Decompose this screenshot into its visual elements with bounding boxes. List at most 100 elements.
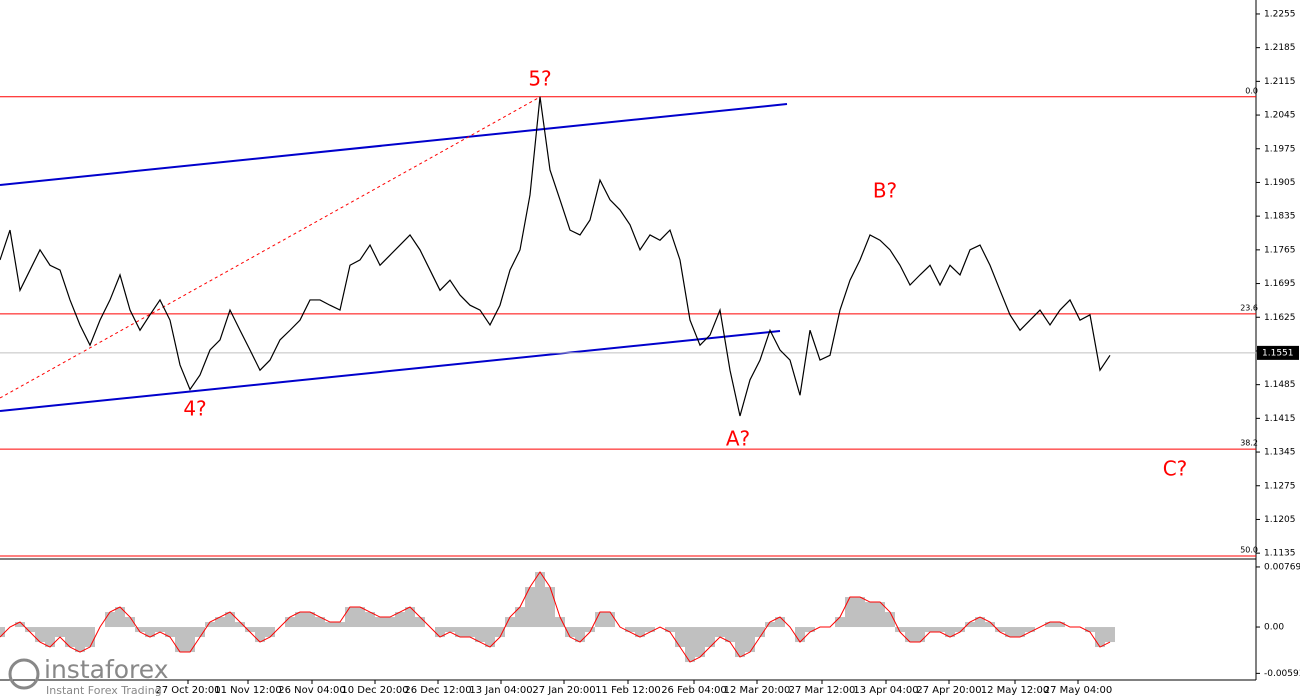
- oscillator-bar: [795, 627, 805, 643]
- oscillator-bar: [955, 627, 965, 633]
- oscillator-bar: [495, 627, 505, 638]
- oscillator-bar: [885, 612, 895, 628]
- oscillator-bar: [65, 627, 75, 648]
- y-tick-label: 0.00: [1264, 623, 1284, 633]
- oscillator-bar: [895, 627, 905, 633]
- x-tick-label: 10 Dec 20:00: [341, 685, 408, 696]
- wave-label: C?: [1163, 457, 1188, 481]
- oscillator-bar: [195, 627, 205, 638]
- fib-level-label: 38.2: [1240, 439, 1258, 448]
- oscillator-bar: [435, 627, 445, 638]
- x-tick-label: 27 May 04:00: [1044, 685, 1113, 696]
- x-tick-label: 26 Dec 12:00: [404, 685, 471, 696]
- oscillator-bar: [725, 627, 735, 643]
- oscillator-bar: [585, 627, 595, 633]
- oscillator-bar: [125, 617, 135, 628]
- oscillator-bar: [365, 612, 375, 628]
- oscillator-bar: [265, 627, 275, 638]
- oscillator-bar: [805, 627, 815, 633]
- oscillator-bar: [475, 627, 485, 643]
- oscillator-bar: [45, 627, 55, 648]
- oscillator-bar: [1095, 627, 1105, 648]
- x-tick-label: 27 Jan 20:00: [532, 685, 595, 696]
- fib-level-label: 23.6: [1240, 303, 1258, 312]
- oscillator-bar: [165, 627, 175, 638]
- oscillator-bar: [315, 617, 325, 628]
- fib-base-line: [0, 96, 541, 399]
- oscillator-bar: [155, 627, 165, 633]
- oscillator-bar: [215, 617, 225, 628]
- oscillator-bar: [75, 627, 85, 653]
- oscillator-bar: [775, 617, 785, 628]
- x-tick-label: 11 Nov 12:00: [214, 685, 281, 696]
- oscillator-bar: [735, 627, 745, 658]
- oscillator-bar: [645, 627, 655, 633]
- oscillator-bar: [135, 627, 145, 633]
- y-tick-label: 1.1135: [1264, 549, 1296, 559]
- oscillator-bar: [1015, 627, 1025, 638]
- oscillator-bar: [175, 627, 185, 653]
- oscillator-bar: [305, 612, 315, 628]
- y-tick-label: 1.2115: [1264, 77, 1296, 87]
- oscillator-bar: [865, 602, 875, 628]
- oscillator-bar: [235, 622, 245, 628]
- oscillator-bar: [1105, 627, 1115, 643]
- oscillator-bar: [145, 627, 155, 638]
- oscillator-bar: [625, 627, 635, 633]
- oscillator-bar: [965, 622, 975, 628]
- wave-label: 4?: [183, 397, 206, 421]
- oscillator-bar: [935, 627, 945, 633]
- oscillator-bar: [945, 627, 955, 638]
- y-tick-label: 1.1765: [1264, 245, 1296, 255]
- oscillator-bar: [485, 627, 495, 648]
- x-tick-label: 13 Apr 04:00: [853, 685, 918, 696]
- oscillator-bar: [695, 627, 705, 658]
- x-tick-label: 12 May 12:00: [981, 685, 1050, 696]
- oscillator-bar: [515, 607, 525, 628]
- oscillator-bar: [285, 617, 295, 628]
- oscillator-bar: [855, 597, 865, 628]
- oscillator-bar: [755, 627, 765, 638]
- x-tick-label: 13 Jan 04:00: [469, 685, 532, 696]
- x-tick-label: 11 Feb 12:00: [595, 685, 661, 696]
- oscillator-bar: [1045, 622, 1055, 628]
- oscillator-bar: [745, 627, 755, 653]
- oscillator-bar: [705, 627, 715, 648]
- oscillator-bar: [15, 622, 25, 628]
- y-tick-label: 1.2045: [1264, 111, 1296, 121]
- x-tick-label: 26 Feb 04:00: [661, 685, 727, 696]
- oscillator-bar: [185, 627, 195, 653]
- oscillator-bar: [325, 622, 335, 628]
- oscillator-bar: [525, 587, 535, 628]
- logo-icon: [8, 658, 40, 690]
- wave-label: A?: [726, 427, 750, 451]
- oscillator-bar: [985, 622, 995, 628]
- y-tick-label: 1.1205: [1264, 515, 1296, 525]
- x-tick-label: 26 Nov 04:00: [278, 685, 345, 696]
- oscillator-bar: [975, 617, 985, 628]
- oscillator-bar: [685, 627, 695, 663]
- channel-upper: [0, 103, 788, 186]
- oscillator-bar: [85, 627, 95, 648]
- oscillator-bar: [295, 612, 305, 628]
- last-price-box: [1257, 345, 1299, 360]
- oscillator-bar: [345, 607, 355, 628]
- oscillator-bar: [395, 612, 405, 628]
- oscillator-signal: [0, 571, 1111, 663]
- oscillator-bar: [565, 627, 575, 638]
- oscillator-bar: [905, 627, 915, 643]
- oscillator-bar: [845, 597, 855, 628]
- y-tick-label: 1.1275: [1264, 481, 1296, 491]
- oscillator-bar: [1055, 622, 1065, 628]
- oscillator-bar: [0, 627, 5, 638]
- oscillator-bar: [925, 627, 935, 633]
- oscillator-bar: [405, 607, 415, 628]
- oscillator-bar: [875, 602, 885, 628]
- oscillator-bar: [595, 612, 605, 628]
- x-tick-label: 27 Apr 20:00: [916, 685, 981, 696]
- oscillator-bar: [105, 612, 115, 628]
- oscillator-bar: [255, 627, 265, 643]
- oscillator-bar: [55, 627, 65, 638]
- oscillator-bar: [715, 627, 725, 638]
